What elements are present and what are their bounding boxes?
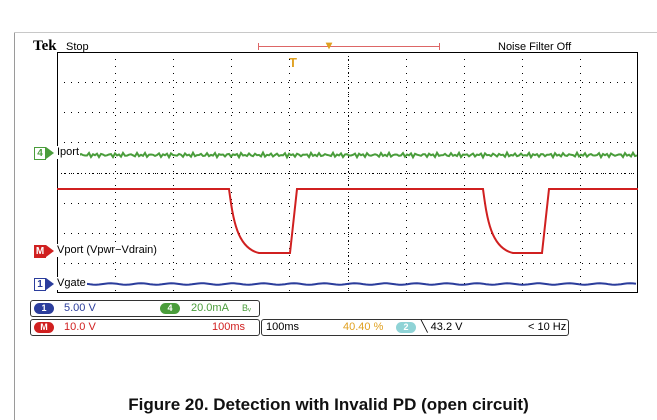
noise-filter-status: Noise Filter Off (498, 41, 572, 53)
horizontal-trigger-box (261, 319, 569, 336)
ch4-bandwidth-limit: Bᵥ (242, 303, 251, 313)
run-state: Stop (66, 41, 89, 53)
trigger-position: 40.40 % (343, 321, 384, 333)
math-trace (57, 188, 638, 254)
math-label: Vport (Vpwr−Vdrain) (56, 244, 158, 257)
math-number: M (34, 245, 46, 258)
graticule (57, 52, 638, 293)
graticule-svg (57, 52, 638, 293)
ch4-label: Iport (56, 146, 81, 159)
vertical-settings-box-top (30, 300, 260, 317)
trigger-point-marker-icon: T (289, 55, 297, 70)
figure-caption: Figure 20. Detection with Invalid PD (op… (128, 395, 529, 414)
ch4-trace (57, 150, 638, 160)
ch1-trace (57, 282, 637, 286)
vertical-settings-box-bottom (30, 319, 260, 336)
record-view-bar (258, 43, 440, 50)
ch1-scale: 5.00 V (64, 302, 96, 314)
oscilloscope-screen: Tek Stop ▾ Noise Filter Off T 4 Iport M … (28, 35, 640, 345)
ch1-status-badge: 1 (34, 303, 54, 314)
ch1-number: 1 (34, 278, 46, 291)
page-frame-top (14, 32, 657, 33)
ch4-status-badge: 4 (160, 303, 180, 314)
status-bar: 1 5.00 V 4 20.0mA Bᵥ M 10.0 V 100ms 100m… (28, 299, 640, 343)
ch4-number: 4 (34, 147, 46, 160)
math-arrow-icon (46, 245, 54, 257)
brand-logo: Tek (33, 38, 57, 54)
trigger-level: ╲ 43.2 V (421, 321, 463, 333)
ch1-label: Vgate (56, 277, 87, 290)
ch4-scale: 20.0mA (191, 302, 229, 314)
graticule-border (57, 52, 638, 293)
ch4-arrow-icon (46, 147, 54, 159)
timebase: 100ms (266, 321, 300, 333)
math-status-badge: M (34, 322, 54, 333)
trigger-frequency: < 10 Hz (528, 321, 567, 333)
page-frame-left (14, 32, 15, 420)
math-scale: 10.0 V (64, 321, 96, 333)
math-timebase: 100ms (212, 321, 246, 333)
trigger-position-icon: ▾ (326, 38, 333, 52)
ch1-arrow-icon (46, 278, 54, 290)
trigger-source-badge: 2 (396, 322, 416, 333)
